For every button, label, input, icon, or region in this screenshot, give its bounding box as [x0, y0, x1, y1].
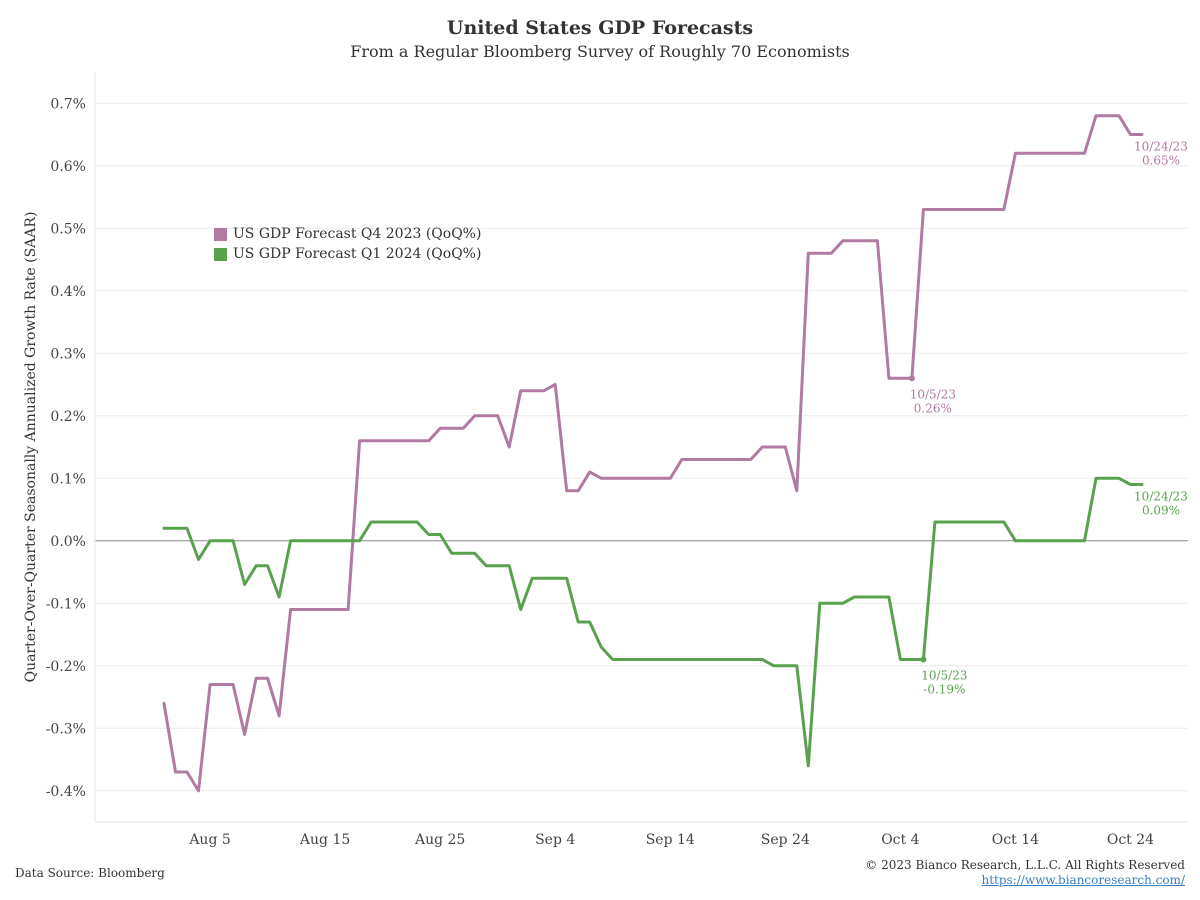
- x-tick-label: Oct 14: [992, 832, 1039, 848]
- series-line-0: [162, 114, 1144, 793]
- annotation-marker: [920, 656, 927, 663]
- y-tick-label: 0.7%: [50, 96, 86, 112]
- x-tick-label: Aug 5: [188, 832, 230, 848]
- y-tick-label: 0.6%: [50, 159, 86, 175]
- annotation-value: 0.09%: [1142, 504, 1180, 518]
- y-tick-label: 0.2%: [50, 409, 86, 425]
- y-tick-label: 0.5%: [50, 221, 86, 237]
- y-axis-ticks: -0.4% -0.3% -0.2% -0.1% 0.0% 0.1% 0.2% 0.3% 0.4%…: [46, 96, 86, 800]
- legend-item-q4-2023[interactable]: US GDP Forecast Q4 2023 (QoQ%): [214, 224, 481, 244]
- chart-subtitle: From a Regular Bloomberg Survey of Rough…: [350, 42, 850, 61]
- footer-credits: © 2023 Bianco Research, L.L.C. All Right…: [865, 858, 1185, 888]
- annotation-date: 10/24/23: [1134, 490, 1188, 504]
- annotation-marker: [908, 375, 915, 382]
- x-axis-ticks: Aug 5 Aug 15 Aug 25 Sep 4 Sep 14 Sep 24 Oct 4 O…: [188, 832, 1154, 848]
- y-tick-label: -0.2%: [46, 659, 86, 675]
- x-tick-label: Sep 14: [646, 832, 695, 848]
- annotation-value: 0.65%: [1142, 154, 1180, 168]
- data-source: Data Source: Bloomberg: [15, 866, 165, 880]
- y-tick-label: -0.1%: [46, 596, 86, 612]
- x-tick-label: Sep 4: [535, 832, 575, 848]
- x-tick-label: Aug 25: [414, 832, 465, 848]
- annotation-value: 0.26%: [914, 401, 952, 415]
- y-tick-label: -0.4%: [46, 784, 86, 800]
- y-tick-label: 0.4%: [50, 284, 86, 300]
- x-tick-label: Oct 4: [881, 832, 919, 848]
- annotation-date: 10/5/23: [921, 669, 967, 683]
- legend-item-q1-2024[interactable]: US GDP Forecast Q1 2024 (QoQ%): [214, 244, 481, 264]
- annotation-date: 10/5/23: [910, 387, 956, 401]
- website-link[interactable]: https://www.biancoresearch.com/: [981, 873, 1185, 887]
- annotations: 10/5/230.26%10/24/230.65%10/5/23-0.19%10…: [908, 140, 1188, 697]
- legend-label-q4-2023: US GDP Forecast Q4 2023 (QoQ%): [233, 226, 482, 242]
- series-lines: [162, 114, 1144, 793]
- x-tick-label: Sep 24: [761, 832, 810, 848]
- series-line-1: [162, 476, 1144, 768]
- y-tick-label: -0.3%: [46, 721, 86, 737]
- legend: US GDP Forecast Q4 2023 (QoQ%) US GDP Fo…: [214, 224, 481, 264]
- chart-title: United States GDP Forecasts: [446, 17, 754, 39]
- copyright-text: © 2023 Bianco Research, L.L.C. All Right…: [865, 858, 1185, 872]
- annotation-date: 10/24/23: [1134, 140, 1188, 154]
- annotation-value: -0.19%: [923, 683, 965, 697]
- gridlines: [94, 72, 1188, 823]
- legend-swatch-q1-2024: [214, 247, 227, 261]
- x-tick-label: Oct 24: [1107, 832, 1154, 848]
- legend-swatch-q4-2023: [214, 227, 227, 241]
- legend-label-q1-2024: US GDP Forecast Q1 2024 (QoQ%): [233, 246, 482, 262]
- y-tick-label: 0.1%: [50, 471, 86, 487]
- y-tick-label: 0.3%: [50, 346, 86, 362]
- x-tick-label: Aug 15: [299, 832, 350, 848]
- y-tick-label: 0.0%: [50, 534, 86, 550]
